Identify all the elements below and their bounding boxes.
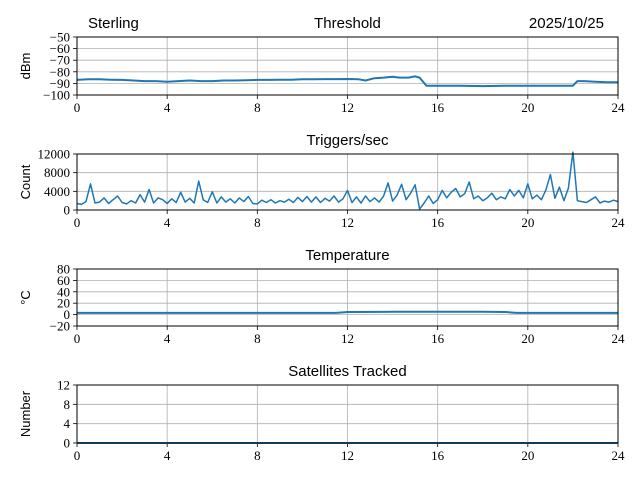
y-axis-label: Count — [18, 164, 33, 199]
x-tick-label: 8 — [254, 215, 261, 230]
y-axis-label: dBm — [18, 53, 33, 80]
y-tick-label: 4000 — [44, 184, 70, 199]
x-tick-label: 4 — [164, 448, 171, 463]
x-tick-label: 0 — [74, 331, 81, 346]
y-tick-label: −70 — [50, 53, 70, 68]
x-tick-label: 16 — [431, 331, 445, 346]
y-tick-label: 0 — [64, 436, 71, 451]
x-tick-label: 8 — [254, 448, 261, 463]
panel-title: Threshold — [314, 15, 381, 32]
y-tick-label: 40 — [57, 284, 70, 299]
y-tick-label: 60 — [57, 273, 70, 288]
y-tick-label: −100 — [43, 88, 70, 103]
axes-frame — [76, 268, 619, 327]
y-tick-label: 0 — [64, 307, 71, 322]
x-tick-label: 0 — [74, 100, 81, 115]
panel-1: 0 4 8 12 16 20 24 0 4000 8000 12000 Triggers/sec Cou… — [18, 132, 625, 230]
axes-frame — [76, 36, 619, 96]
station-label: Sterling — [88, 15, 139, 32]
x-tick-label: 20 — [521, 100, 534, 115]
x-tick-label: 4 — [164, 331, 171, 346]
axes-frame — [76, 153, 619, 211]
x-tick-label: 12 — [341, 331, 354, 346]
panel-0: 0 4 8 12 16 20 24 −100−90−80−70−60−50 Threshold d… — [18, 15, 625, 115]
y-tick-label: 8000 — [44, 165, 70, 180]
axes-frame — [76, 384, 619, 444]
y-tick-label: −50 — [50, 30, 70, 45]
y-tick-label: 4 — [64, 416, 71, 431]
x-tick-label: 0 — [74, 215, 81, 230]
x-tick-label: 16 — [431, 215, 445, 230]
date-label: 2025/10/25 — [529, 15, 604, 32]
x-tick-label: 12 — [341, 100, 354, 115]
x-tick-label: 12 — [341, 448, 354, 463]
y-tick-label: −60 — [50, 41, 70, 56]
y-tick-label: 80 — [57, 262, 70, 277]
y-tick-label: 12 — [57, 378, 70, 393]
x-tick-label: 8 — [254, 100, 261, 115]
panel-title: Triggers/sec — [307, 132, 389, 149]
x-tick-label: 24 — [612, 448, 626, 463]
y-tick-label: 12000 — [38, 147, 71, 162]
y-tick-label: −90 — [50, 76, 70, 91]
series-line — [76, 151, 619, 210]
y-tick-label: 20 — [57, 296, 70, 311]
series-line — [77, 310, 618, 314]
series-line — [76, 75, 618, 88]
panel-title: Temperature — [305, 247, 389, 264]
y-axis-label: °C — [18, 290, 33, 305]
x-tick-label: 4 — [164, 215, 171, 230]
y-tick-label: 8 — [64, 397, 71, 412]
x-tick-label: 8 — [254, 331, 261, 346]
y-tick-label: −80 — [50, 64, 70, 79]
x-tick-label: 16 — [431, 100, 445, 115]
x-tick-label: 20 — [521, 215, 534, 230]
panel-title: Satellites Tracked — [288, 363, 406, 380]
x-tick-label: 4 — [164, 100, 171, 115]
x-tick-label: 16 — [431, 448, 445, 463]
x-tick-label: 12 — [341, 215, 354, 230]
x-tick-label: 24 — [612, 100, 626, 115]
y-tick-label: 0 — [64, 203, 71, 218]
y-tick-label: −20 — [50, 319, 70, 334]
y-axis-label: Number — [18, 390, 33, 437]
x-tick-label: 20 — [521, 331, 534, 346]
x-tick-label: 20 — [521, 448, 534, 463]
x-tick-label: 24 — [612, 331, 626, 346]
x-tick-label: 24 — [612, 215, 626, 230]
panel-3: 0 4 8 12 16 20 24 0 4 8 12 Satellites Tracked Number — [18, 363, 625, 463]
x-tick-label: 0 — [74, 448, 81, 463]
